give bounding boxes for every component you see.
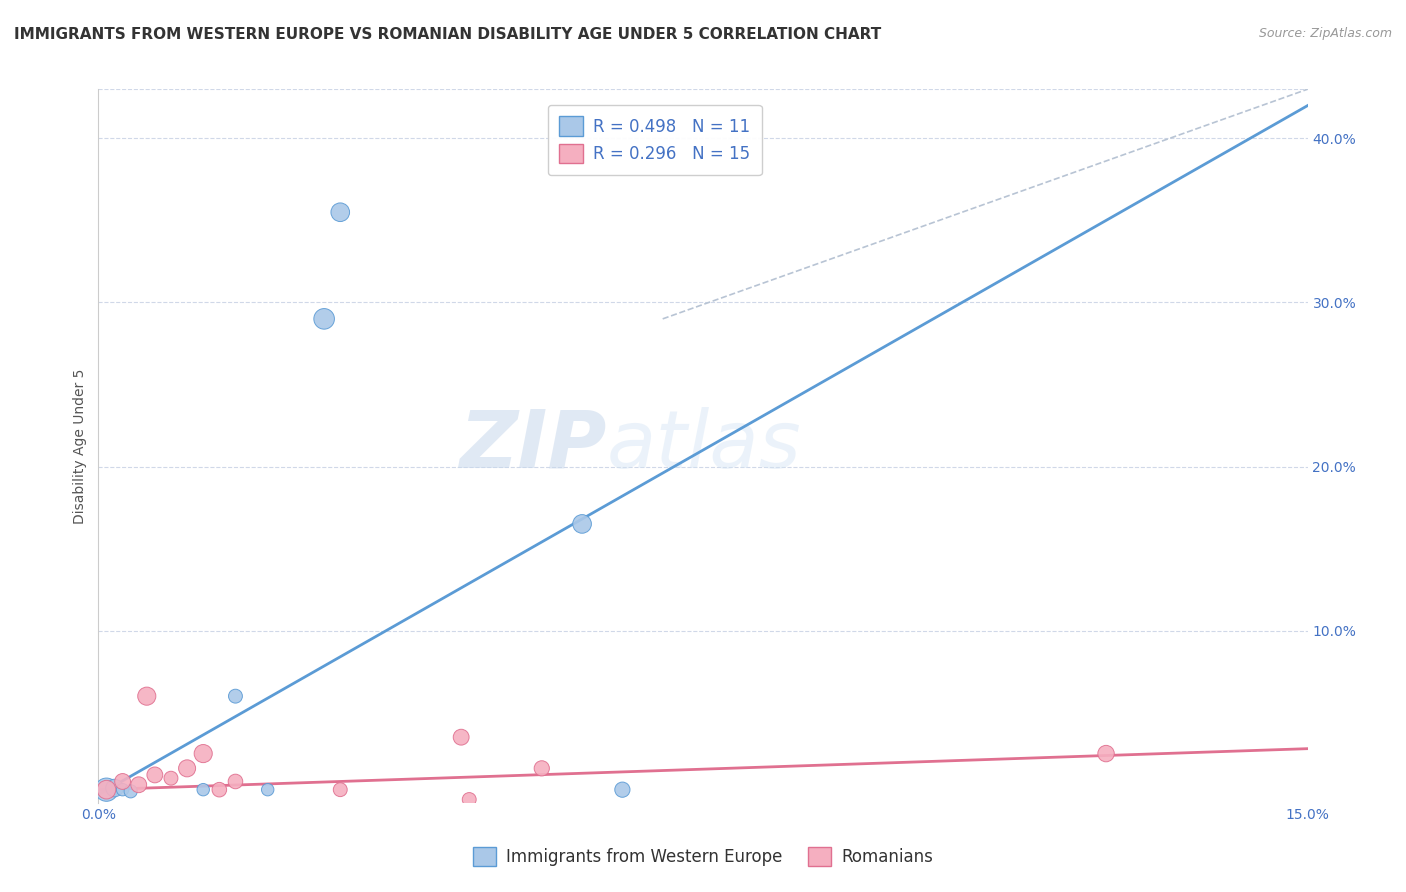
- Point: [329, 205, 352, 219]
- Text: atlas: atlas: [606, 407, 801, 485]
- Legend: Immigrants from Western Europe, Romanians: Immigrants from Western Europe, Romanian…: [467, 840, 939, 873]
- Point: [96, 782, 118, 797]
- Point: [143, 768, 166, 782]
- Point: [120, 784, 142, 798]
- Point: [111, 774, 134, 789]
- Point: [193, 782, 215, 797]
- Text: ZIP: ZIP: [458, 407, 606, 485]
- Y-axis label: Disability Age Under 5: Disability Age Under 5: [73, 368, 87, 524]
- Point: [111, 782, 134, 797]
- Point: [96, 782, 118, 797]
- Point: [458, 792, 481, 806]
- Point: [329, 782, 352, 797]
- Point: [1095, 747, 1118, 761]
- Point: [450, 730, 472, 744]
- Point: [193, 747, 215, 761]
- Point: [224, 689, 246, 703]
- Point: [256, 782, 278, 797]
- Point: [571, 516, 593, 531]
- Point: [128, 778, 150, 792]
- Point: [208, 782, 231, 797]
- Text: IMMIGRANTS FROM WESTERN EUROPE VS ROMANIAN DISABILITY AGE UNDER 5 CORRELATION CH: IMMIGRANTS FROM WESTERN EUROPE VS ROMANI…: [14, 27, 882, 42]
- Point: [314, 311, 336, 326]
- Point: [612, 782, 634, 797]
- Point: [224, 774, 246, 789]
- Point: [103, 780, 125, 795]
- Point: [176, 761, 198, 775]
- Point: [160, 771, 183, 785]
- Point: [530, 761, 553, 775]
- Point: [135, 689, 157, 703]
- Text: Source: ZipAtlas.com: Source: ZipAtlas.com: [1258, 27, 1392, 40]
